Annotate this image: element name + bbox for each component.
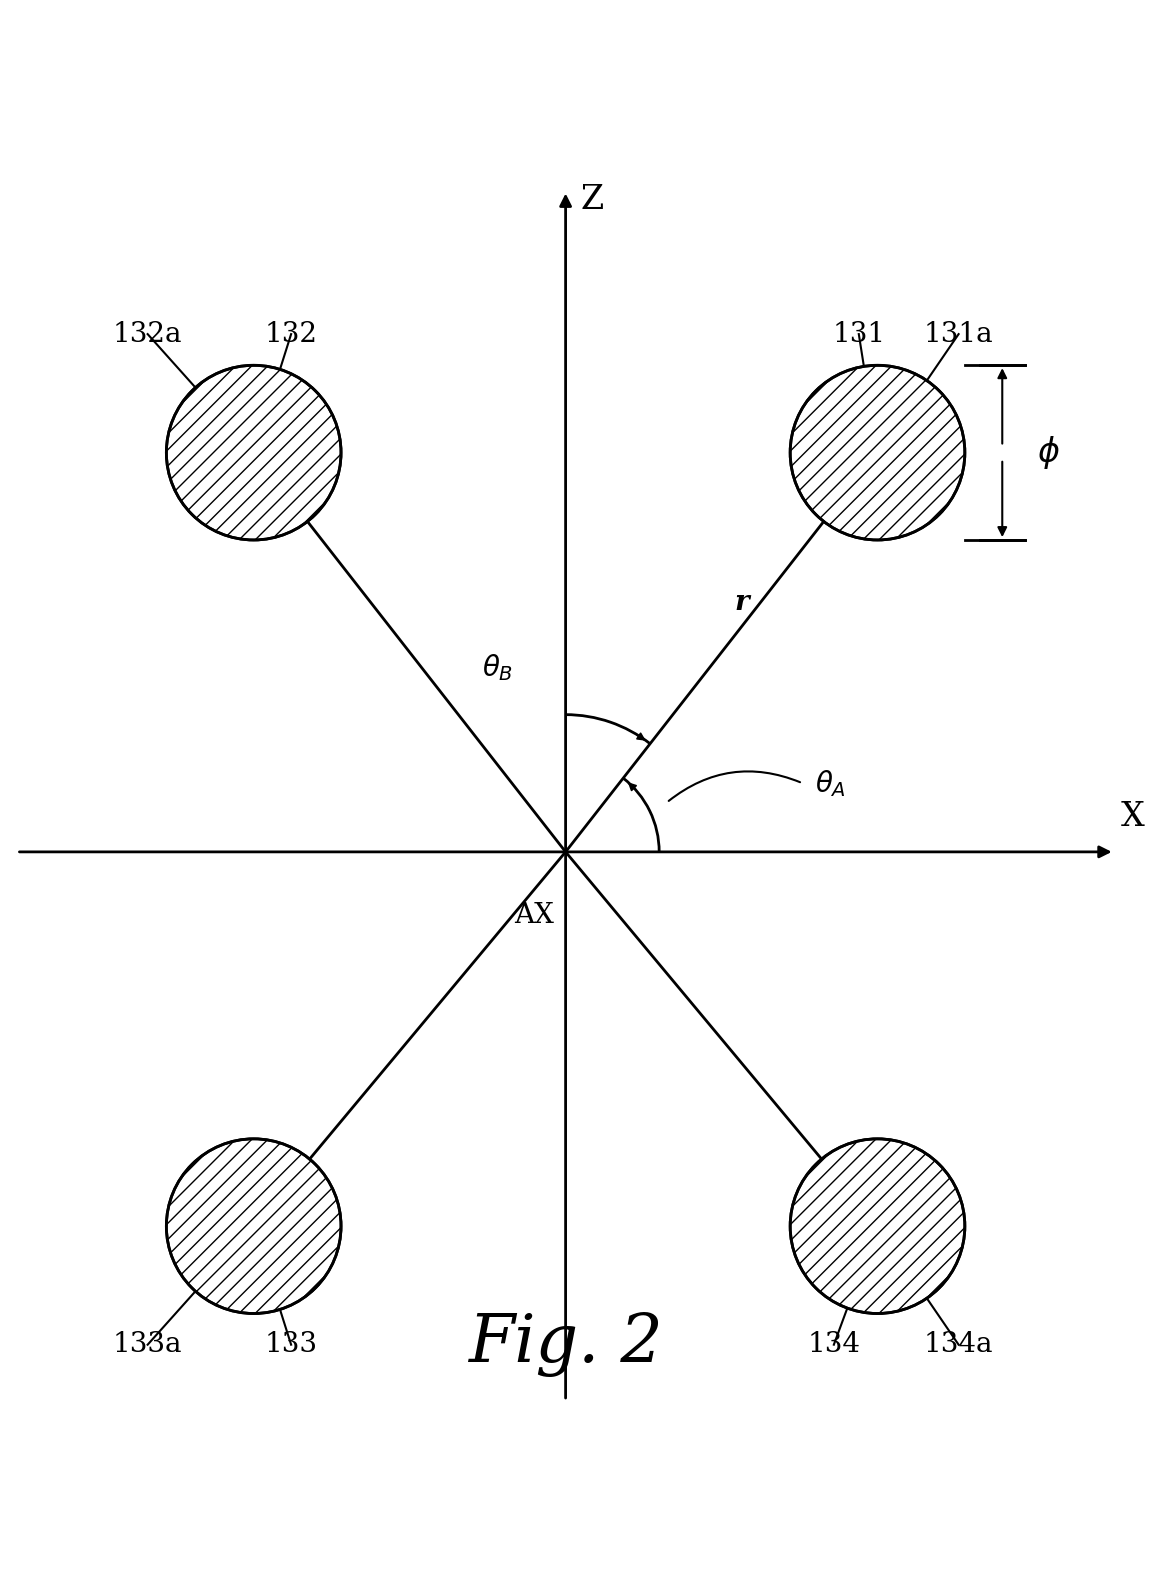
Text: Z: Z	[581, 185, 604, 216]
Text: $\phi$: $\phi$	[1037, 434, 1060, 471]
Text: 134: 134	[807, 1331, 860, 1358]
Circle shape	[790, 365, 965, 540]
Text: 133: 133	[264, 1331, 317, 1358]
Text: $\theta_B$: $\theta_B$	[482, 652, 513, 684]
Text: 132a: 132a	[113, 321, 183, 347]
Text: X: X	[1121, 801, 1144, 834]
Text: 131a: 131a	[923, 321, 994, 347]
Text: 133a: 133a	[113, 1331, 183, 1358]
Text: Fig. 2: Fig. 2	[468, 1312, 664, 1377]
Circle shape	[790, 1138, 965, 1314]
Text: 134a: 134a	[923, 1331, 994, 1358]
Text: 132: 132	[264, 321, 317, 347]
Text: 131: 131	[833, 321, 886, 347]
Circle shape	[167, 365, 342, 540]
Text: AX: AX	[514, 902, 554, 928]
Text: $\theta_A$: $\theta_A$	[815, 767, 846, 799]
Text: r: r	[734, 589, 749, 616]
Circle shape	[167, 1138, 342, 1314]
